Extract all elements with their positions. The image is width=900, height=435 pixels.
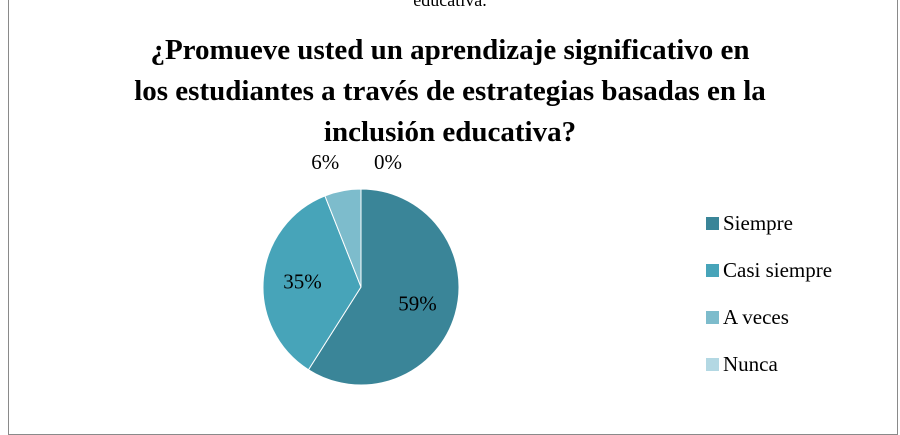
- pie-slices: [262, 188, 460, 386]
- pie-slice-siempre: [307, 188, 460, 386]
- pie-slice-a-veces: [324, 188, 362, 288]
- chart-area: [8, 0, 898, 435]
- chart-title-line-1: ¿Promueve usted un aprendizaje significa…: [150, 34, 750, 66]
- pie-slice-casi-siempre: [262, 195, 362, 371]
- legend-label-a-veces: A veces: [723, 305, 789, 329]
- legend-swatch-siempre: [706, 217, 719, 230]
- cutoff-caption: educativa.: [413, 0, 487, 10]
- chart-title-line-2: los estudiantes a través de estrategias …: [134, 75, 766, 107]
- legend-item-a-veces: A veces: [706, 294, 832, 341]
- chart-title-line-3: inclusión educativa?: [323, 116, 577, 148]
- data-label-a-veces: 6%: [311, 150, 339, 174]
- pie-data-labels: 59% 35% 6% 0%: [283, 150, 437, 315]
- legend-item-casi-siempre: Casi siempre: [706, 247, 832, 294]
- legend-label-casi-siempre: Casi siempre: [723, 258, 833, 282]
- chart-legend: Siempre Casi siempre A veces Nunca: [706, 200, 832, 388]
- legend-item-siempre: Siempre: [706, 200, 832, 247]
- legend-item-nunca: Nunca: [706, 341, 832, 388]
- legend-swatch-nunca: [706, 358, 719, 371]
- chart-title: ¿Promueve usted un aprendizaje significa…: [60, 30, 840, 153]
- legend-swatch-a-veces: [706, 311, 719, 324]
- data-label-siempre: 59%: [398, 291, 437, 315]
- data-label-casi-siempre: 35%: [283, 269, 322, 293]
- legend-swatch-casi-siempre: [706, 264, 719, 277]
- data-label-nunca: 0%: [374, 150, 402, 174]
- legend-label-nunca: Nunca: [723, 352, 778, 376]
- legend-label-siempre: Siempre: [723, 211, 793, 235]
